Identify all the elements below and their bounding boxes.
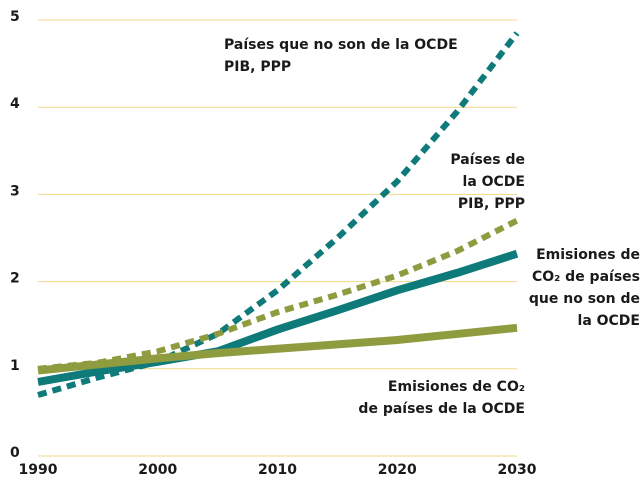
series-label-line: la OCDE xyxy=(578,313,640,329)
x-tick-label: 2020 xyxy=(378,462,417,478)
series-label-line: CO₂ de países xyxy=(532,269,640,285)
series-label: Emisiones de CO₂ de países de la OCDE xyxy=(358,379,525,417)
y-tick-label: 0 xyxy=(10,445,20,461)
series-line xyxy=(37,323,518,375)
x-tick-label: 2000 xyxy=(138,462,177,478)
series-line xyxy=(37,249,519,386)
y-tick-label: 1 xyxy=(10,358,20,374)
series-label-line: la OCDE xyxy=(463,174,525,190)
series-label-line: PIB, PPP xyxy=(224,59,291,75)
series-label-line: Emisiones de xyxy=(536,247,640,263)
series-label-line: que no son de xyxy=(529,291,640,307)
series-label-line: Países de xyxy=(450,152,525,168)
x-tick-label: 2030 xyxy=(498,462,537,478)
series-line xyxy=(37,31,520,398)
series-label-line: Emisiones de CO₂ xyxy=(388,379,525,395)
x-tick-label: 2010 xyxy=(258,462,297,478)
series-label: Países de la OCDE PIB, PPP xyxy=(450,152,525,212)
series-label-line: Países que no son de la OCDE xyxy=(224,37,458,53)
series-label: Países que no son de la OCDE PIB, PPP xyxy=(224,37,458,75)
y-tick-label: 5 xyxy=(10,9,20,25)
y-tick-label: 2 xyxy=(10,271,20,287)
y-tick-label: 3 xyxy=(10,183,20,199)
y-tick-label: 4 xyxy=(10,96,20,112)
series-label: Emisiones de CO₂ de países que no son de la… xyxy=(529,247,640,329)
x-tick-label: 1990 xyxy=(19,462,58,478)
series-label-line: PIB, PPP xyxy=(458,196,525,212)
series-label-line: de países de la OCDE xyxy=(358,401,525,417)
